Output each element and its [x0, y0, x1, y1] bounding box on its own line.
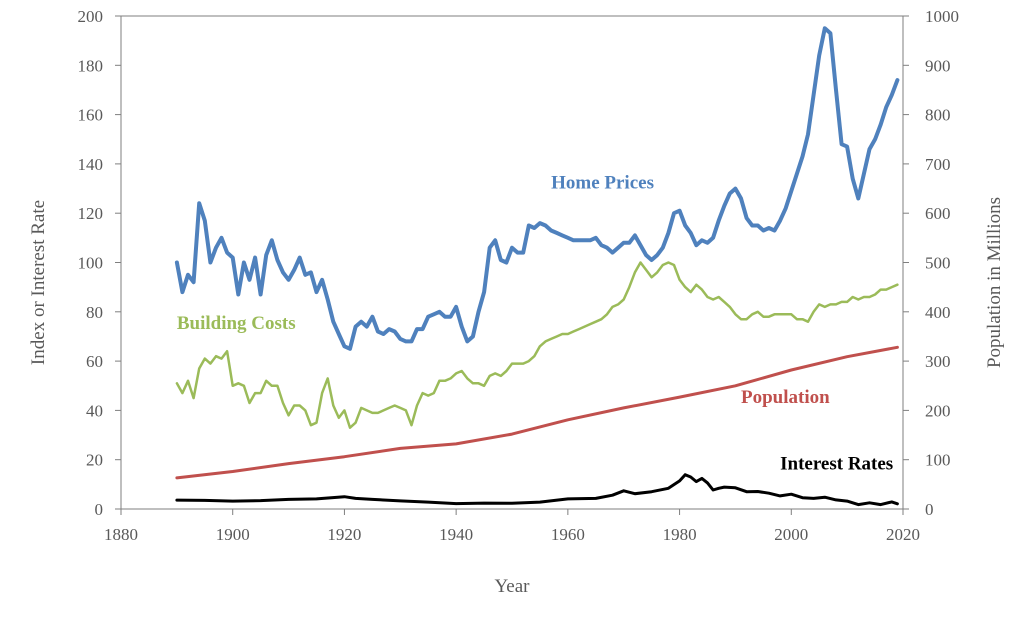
- y2-tick-label: 1000: [925, 7, 959, 26]
- y2-tick-label: 500: [925, 254, 951, 273]
- y-tick-label: 60: [86, 352, 103, 371]
- y2-tick-label: 700: [925, 155, 951, 174]
- series-annotations: Home Prices Building Costs Population Inter…: [177, 173, 893, 475]
- series-layer: [174, 26, 900, 507]
- series-line-building-costs: [175, 261, 899, 429]
- x-tick-label: 1880: [104, 525, 138, 544]
- series-line-home-prices: [174, 26, 900, 351]
- y2-tick-label: 900: [925, 56, 951, 75]
- x-tick-label: 2000: [774, 525, 808, 544]
- y2-tick-label: 400: [925, 303, 951, 322]
- series-line-interest-rates: [175, 473, 899, 507]
- y-tick-label: 0: [95, 500, 104, 519]
- y-axis-title-right: Population in Millions: [984, 197, 1005, 368]
- tick-labels: 0204060801001201401601802000100200300400…: [78, 7, 960, 544]
- y-tick-label: 20: [86, 451, 103, 470]
- y-tick-label: 180: [78, 56, 104, 75]
- y-tick-label: 80: [86, 303, 103, 322]
- y2-tick-label: 100: [925, 451, 951, 470]
- series-label-home-prices: Home Prices: [551, 173, 654, 194]
- y2-tick-label: 800: [925, 106, 951, 125]
- y-tick-label: 160: [78, 106, 104, 125]
- y-tick-label: 140: [78, 155, 104, 174]
- series-label-interest-rates: Interest Rates: [780, 454, 893, 475]
- x-tick-label: 1900: [216, 525, 250, 544]
- y2-tick-label: 0: [925, 500, 934, 519]
- x-tick-label: 2020: [886, 525, 920, 544]
- series-label-population: Population: [741, 387, 830, 408]
- y2-tick-label: 600: [925, 204, 951, 223]
- y-axis-title-left: Index or Interest Rate: [28, 200, 49, 365]
- series-line-population: [175, 345, 899, 480]
- y2-tick-label: 300: [925, 352, 951, 371]
- y-tick-label: 200: [78, 7, 104, 26]
- y-tick-label: 120: [78, 204, 104, 223]
- y-tick-label: 40: [86, 401, 103, 420]
- x-axis-title: Year: [494, 576, 530, 597]
- x-tick-label: 1960: [551, 525, 585, 544]
- series-label-building-costs: Building Costs: [177, 313, 296, 334]
- x-tick-label: 1920: [327, 525, 361, 544]
- y-tick-label: 100: [78, 254, 104, 273]
- x-tick-label: 1980: [663, 525, 697, 544]
- x-tick-label: 1940: [439, 525, 473, 544]
- y2-tick-label: 200: [925, 401, 951, 420]
